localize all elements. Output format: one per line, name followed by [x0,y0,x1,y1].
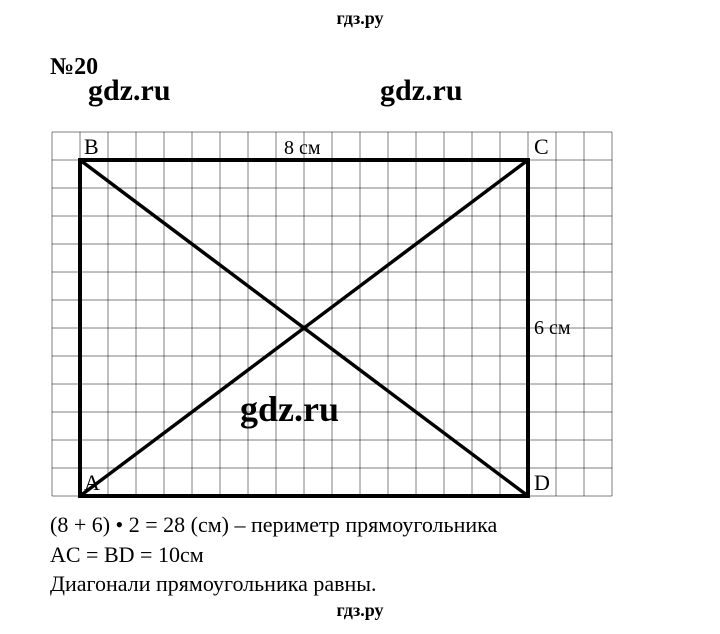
svg-text:B: B [84,134,99,159]
solution-line-3: Диагонали прямоугольника равны. [50,569,497,599]
solution-line-2: AC = BD = 10см [50,540,497,570]
watermark-top-left: gdz.ru [88,74,171,108]
solution-line-1: (8 + 6) • 2 = 28 (см) – периметр прямоуг… [50,510,497,540]
svg-text:8 см: 8 см [284,137,321,159]
problem-number: №20 [50,54,98,81]
svg-text:C: C [534,134,549,159]
site-header: гдз.ру [0,8,720,29]
watermark-top-right: gdz.ru [380,74,463,108]
solution-text: (8 + 6) • 2 = 28 (см) – периметр прямоуг… [50,510,497,599]
svg-text:D: D [534,470,550,495]
svg-text:A: A [84,470,100,495]
svg-text:6 см: 6 см [534,317,571,339]
geometry-diagram: B C A D 8 см 6 см [50,130,630,500]
watermark-bottom: гдз.ру [0,600,720,621]
